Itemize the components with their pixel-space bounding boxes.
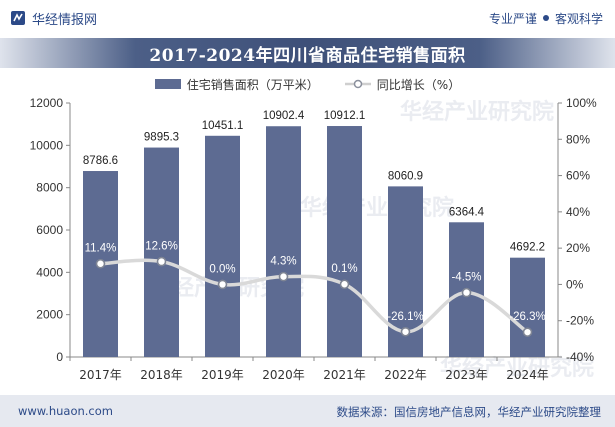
y-left-tick-label: 2000 <box>36 308 63 322</box>
x-tick-label: 2022年 <box>384 368 427 382</box>
bar <box>327 126 362 357</box>
x-tick-label: 2019年 <box>201 368 244 382</box>
bar-value-label: 10902.4 <box>263 110 305 122</box>
legend-line-swatch <box>344 79 371 89</box>
growth-point <box>461 287 472 298</box>
chart-title: 2017-2024年四川省商品住宅销售面积 <box>149 45 466 66</box>
y-right-tick-label: 20% <box>566 241 590 255</box>
huajing-logo-icon <box>11 11 25 25</box>
y-left-tick-label: 4000 <box>36 265 63 279</box>
growth-point <box>156 256 167 267</box>
bar <box>205 135 240 357</box>
bar-value-label: 8060.9 <box>388 170 423 182</box>
growth-value-label: -26.1% <box>387 311 423 323</box>
brand-name: 华经情报网 <box>32 12 98 28</box>
growth-value-label: -4.5% <box>451 272 481 284</box>
chart-legend: 住宅销售面积（万平米） 同比增长（%） <box>0 74 615 94</box>
y-left-tick-label: 8000 <box>36 181 63 195</box>
growth-point <box>400 326 411 337</box>
growth-value-label: 12.6% <box>145 241 178 253</box>
growth-value-label: 0.1% <box>331 263 357 275</box>
x-tick-label: 2021年 <box>323 368 366 382</box>
growth-point <box>339 279 350 290</box>
bar-value-label: 4692.2 <box>510 242 545 254</box>
y-right-tick-label: 100% <box>566 96 597 110</box>
x-tick-label: 2024年 <box>506 368 549 382</box>
legend-item-area[interactable]: 住宅销售面积（万平米） <box>154 76 319 93</box>
legend-bar-swatch <box>154 79 181 89</box>
footer-bar: www.huaon.com 数据来源：国信房地产信息网，华经产业研究院整理 <box>0 395 615 427</box>
bar-value-label: 10912.1 <box>324 110 366 122</box>
brand[interactable]: 华经情报网 <box>10 9 98 28</box>
bar <box>144 147 179 357</box>
x-tick-label: 2020年 <box>262 368 305 382</box>
y-right-tick-label: -40% <box>566 350 594 364</box>
bar <box>510 257 545 357</box>
slogan: 专业严谨 客观科学 <box>489 9 603 27</box>
y-right-tick-label: -20% <box>566 314 594 328</box>
bar-value-label: 8786.6 <box>83 155 118 167</box>
separator-dot-icon <box>542 15 549 21</box>
y-left-tick-label: 12000 <box>30 96 64 110</box>
top-bar: 华经情报网 专业严谨 客观科学 <box>0 0 615 36</box>
growth-value-label: 4.3% <box>270 256 296 268</box>
legend-item-growth[interactable]: 同比增长（%） <box>344 76 461 93</box>
growth-line <box>98 258 530 334</box>
growth-point <box>217 279 228 290</box>
y-right-tick-label: 40% <box>566 205 590 219</box>
growth-point <box>278 271 289 282</box>
x-tick-label: 2017年 <box>79 368 122 382</box>
slogan-left: 专业严谨 <box>488 11 537 26</box>
y-left-tick-label: 6000 <box>36 223 63 237</box>
x-tick-label: 2018年 <box>140 368 183 382</box>
bar <box>266 126 301 357</box>
y-right-tick-label: 80% <box>566 132 590 146</box>
legend-label-area: 住宅销售面积（万平米） <box>186 77 319 92</box>
data-source: 数据来源：国信房地产信息网，华经产业研究院整理 <box>336 405 602 419</box>
legend-label-growth: 同比增长（%） <box>376 77 461 92</box>
y-right-tick-label: 0% <box>566 277 584 291</box>
y-left-tick-label: 10000 <box>30 138 64 152</box>
title-bar: 2017-2024年四川省商品住宅销售面积 <box>0 38 615 68</box>
x-tick-label: 2023年 <box>445 368 488 382</box>
growth-point <box>522 327 533 337</box>
growth-point <box>95 258 106 269</box>
bar-value-label: 6364.4 <box>449 206 485 218</box>
growth-value-label: -26.3% <box>509 311 545 323</box>
slogan-right: 客观科学 <box>554 11 603 26</box>
y-left-tick-label: 0 <box>56 350 63 364</box>
bar-value-label: 10451.1 <box>202 120 244 132</box>
site-link[interactable]: www.huaon.com <box>18 404 113 418</box>
y-right-tick-label: 60% <box>566 169 590 183</box>
growth-value-label: 11.4% <box>85 243 117 255</box>
growth-value-label: 0.0% <box>209 263 235 275</box>
bar-value-label: 9895.3 <box>144 132 179 144</box>
